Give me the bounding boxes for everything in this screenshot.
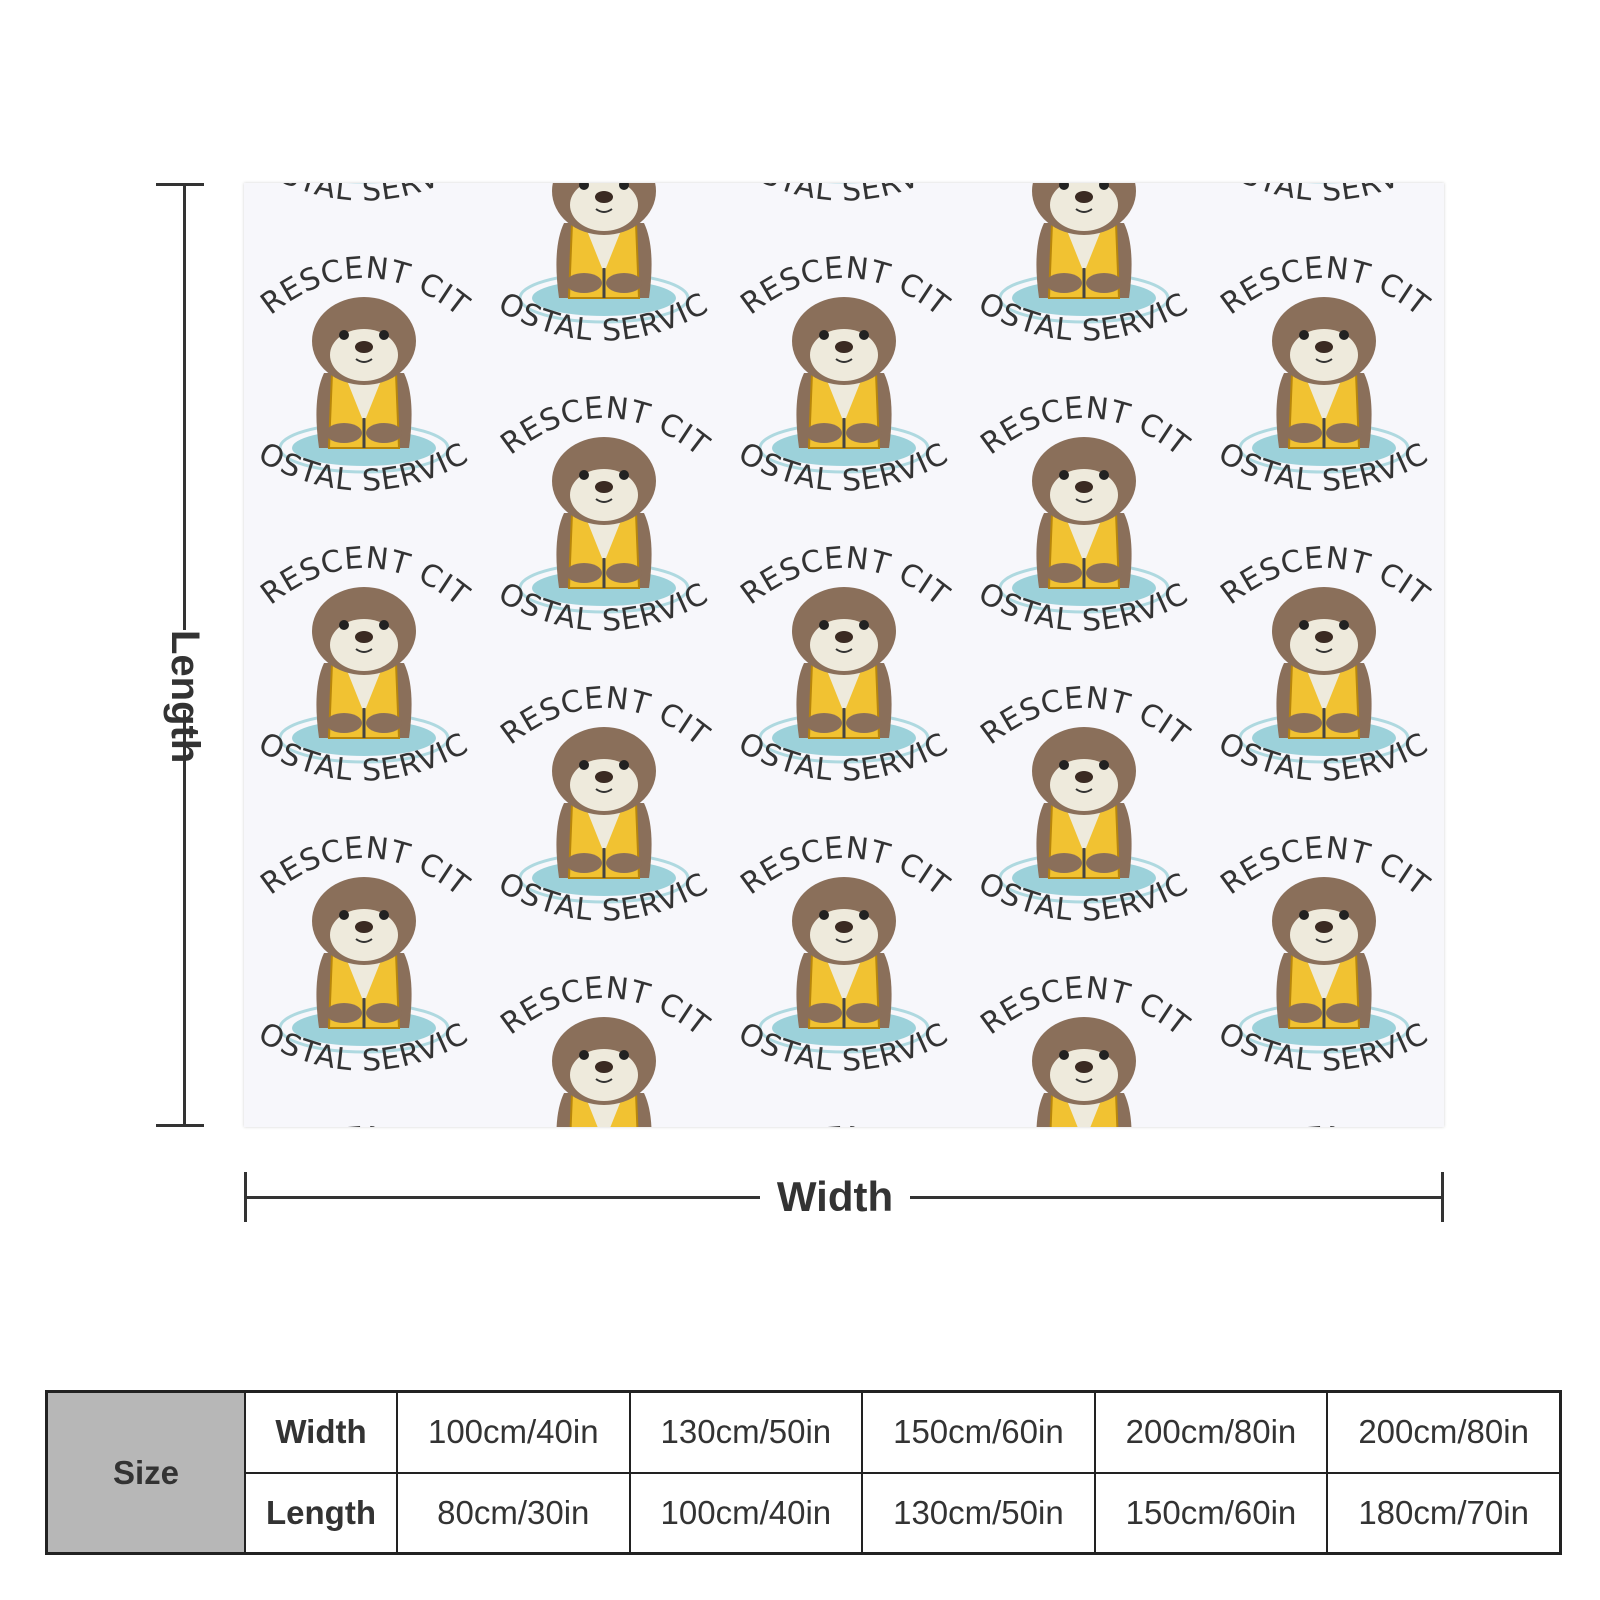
width-cell: 150cm/60in [861,1390,1096,1474]
otter-tile: CRESCENT CITY POSTAL SERVICE [953,626,1204,943]
width-cell: 130cm/50in [628,1390,864,1474]
otter-illustration: CRESCENT CITY POSTAL SERVICE [473,916,715,1127]
otter-illustration: CRESCENT CITY POSTAL SERVICE [953,626,1195,929]
length-row: Length 80cm/30in 100cm/40in 130cm/50in 1… [47,1471,1562,1555]
otter-illustration: CRESCENT CITY POSTAL SERVICE [1193,196,1435,499]
otter-illustration: CRESCENT CITY POSTAL SERVICE [713,486,955,789]
otter-tile: CRESCENT CITY POSTAL SERVICE [244,196,484,513]
otter-tile: CRESCENT CITY POSTAL SERVICE [244,776,484,1093]
otter-illustration: CRESCENT CITY POSTAL SERVICE [1194,183,1433,209]
otter-tile: CRESCENT CITY POSTAL SERVICE [954,183,1204,363]
width-cell: 100cm/40in [396,1390,631,1474]
otter-illustration: CRESCENT CITY POSTAL SERVICE [244,486,475,789]
otter-illustration: CRESCENT CITY POSTAL SERVICE [713,776,955,1079]
otter-illustration: CRESCENT CITY POSTAL SERVICE [244,183,474,209]
blanket-preview: CRESCENT CITY POSTAL SERVICE CRESCENT CI… [244,183,1444,1127]
otter-illustration: CRESCENT CITY POSTAL SERVICE [954,183,1193,349]
otter-tile: CRESCENT CITY POSTAL SERVICE [713,196,964,513]
length-label: Length [163,630,207,764]
length-bottom-cap [156,1124,204,1127]
width-row-header: Width [244,1390,398,1474]
width-row: Size Width 100cm/40in 130cm/50in 150cm/6… [45,1390,1562,1555]
length-cell: 150cm/60in [1093,1471,1329,1555]
length-cell: 80cm/30in [396,1471,631,1555]
size-table: Size Width 100cm/40in 130cm/50in 150cm/6… [45,1390,1562,1555]
postal-service-text: POSTAL SERVICE [244,183,474,209]
otter-tile: CRESCENT CITY POSTAL SERVICE [1193,1066,1444,1127]
otter-tile: CRESCENT CITY POSTAL SERVICE [1194,183,1444,223]
length-cell: 100cm/40in [628,1471,864,1555]
otter-tile: CRESCENT CITY POSTAL SERVICE [953,336,1204,653]
otter-tile: CRESCENT CITY POSTAL SERVICE [244,486,484,803]
otter-illustration: CRESCENT CITY POSTAL SERVICE [713,196,955,499]
width-right-cap [1441,1172,1444,1222]
otter-illustration: CRESCENT CITY POSTAL SERVICE [714,183,953,209]
width-cell: 200cm/80in [1093,1390,1329,1474]
otter-tile: CRESCENT CITY POSTAL SERVICE [713,776,964,1093]
otter-tile: CRESCENT CITY POSTAL SERVICE [473,626,724,943]
otter-illustration: CRESCENT CITY POSTAL SERVICE [1193,486,1435,789]
otter-illustration: CRESCENT CITY POSTAL SERVICE [473,626,715,929]
width-left-cap [244,1172,247,1222]
size-table-title: Size [45,1390,246,1555]
otter-illustration: CRESCENT CITY POSTAL SERVICE [474,183,713,349]
length-cell: 130cm/50in [861,1471,1096,1555]
otter-tile: CRESCENT CITY POSTAL SERVICE [244,1066,484,1127]
otter-tile: CRESCENT CITY POSTAL SERVICE [1193,486,1444,803]
otter-tile: CRESCENT CITY POSTAL SERVICE [953,916,1204,1127]
otter-tile: CRESCENT CITY POSTAL SERVICE [1193,776,1444,1093]
otter-illustration: CRESCENT CITY POSTAL SERVICE [953,916,1195,1127]
otter-tile: CRESCENT CITY POSTAL SERVICE [714,183,964,223]
otter-tile: CRESCENT CITY POSTAL SERVICE [713,486,964,803]
otter-tile: CRESCENT CITY POSTAL SERVICE [473,916,724,1127]
postal-service-text: POSTAL SERVICE [1194,183,1434,209]
otter-illustration: CRESCENT CITY POSTAL SERVICE [473,336,715,639]
length-top-cap [156,183,204,186]
length-cell: 180cm/70in [1326,1471,1562,1555]
width-label: Width [760,1172,910,1222]
otter-tile: CRESCENT CITY POSTAL SERVICE [474,183,724,363]
otter-illustration: CRESCENT CITY POSTAL SERVICE [244,196,475,499]
otter-illustration: CRESCENT CITY POSTAL SERVICE [1193,776,1435,1079]
otter-illustration: CRESCENT CITY POSTAL SERVICE [244,1066,475,1127]
width-cell: 200cm/80in [1326,1390,1562,1474]
otter-illustration: CRESCENT CITY POSTAL SERVICE [953,336,1195,639]
otter-tile: CRESCENT CITY POSTAL SERVICE [713,1066,964,1127]
otter-illustration: CRESCENT CITY POSTAL SERVICE [244,776,475,1079]
otter-tile: CRESCENT CITY POSTAL SERVICE [1193,196,1444,513]
length-row-header: Length [244,1471,398,1555]
otter-tile: CRESCENT CITY POSTAL SERVICE [244,183,484,223]
postal-service-text: POSTAL SERVICE [714,183,954,209]
otter-tile: CRESCENT CITY POSTAL SERVICE [473,336,724,653]
otter-illustration: CRESCENT CITY POSTAL SERVICE [1193,1066,1435,1127]
otter-illustration: CRESCENT CITY POSTAL SERVICE [713,1066,955,1127]
